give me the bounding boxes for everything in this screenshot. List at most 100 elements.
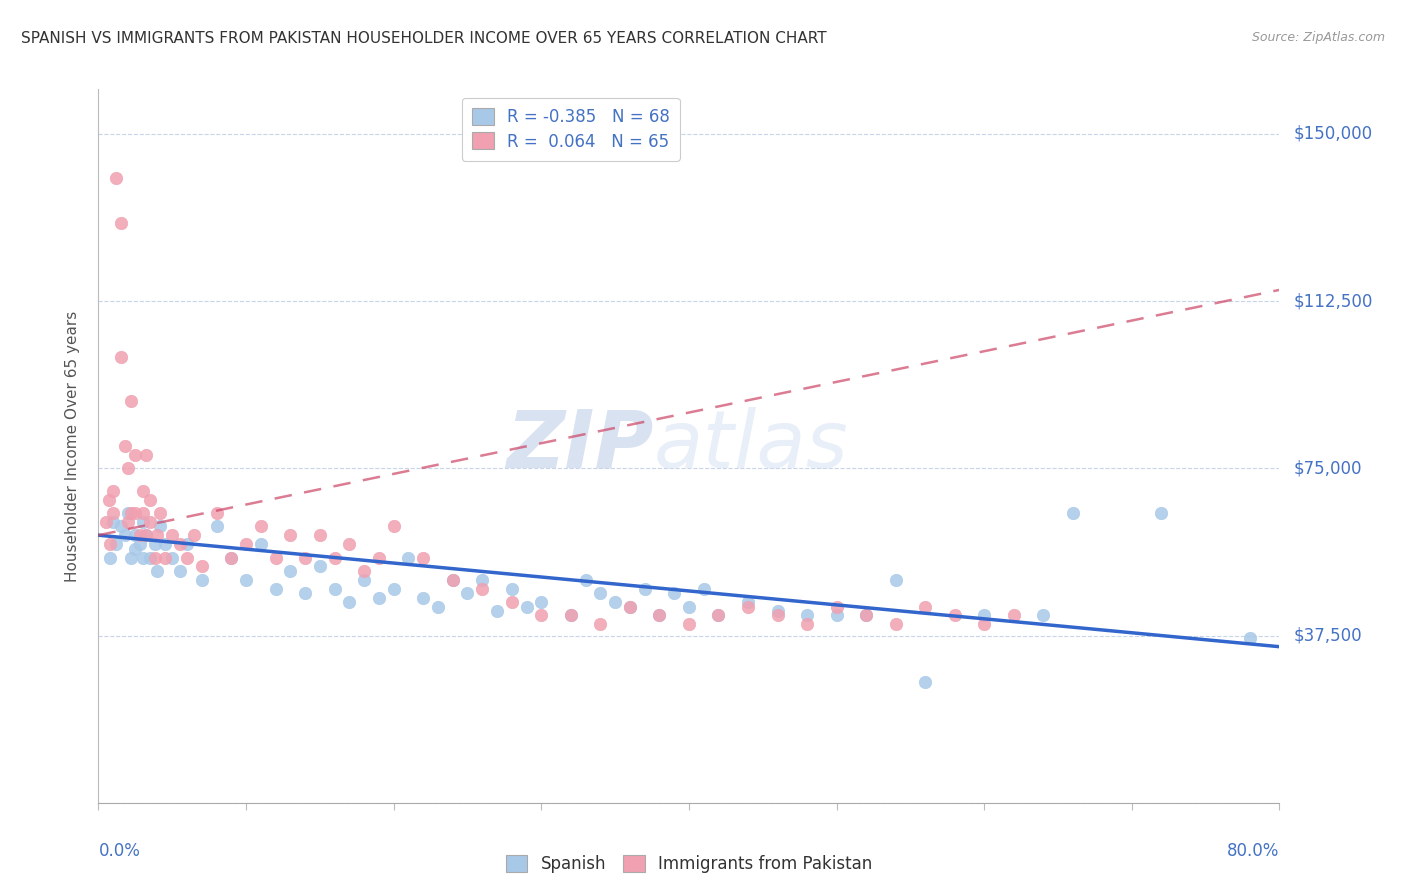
Point [114,439,136,453]
Point [1032,608,1054,623]
Point [796,608,818,623]
Point [124,448,146,462]
Point [396,550,419,565]
Point [124,528,146,542]
Point [353,573,375,587]
Point [176,550,198,565]
Point [973,617,995,632]
Point [412,591,434,605]
Point [560,608,582,623]
Point [337,595,360,609]
Point [766,608,789,623]
Point [914,599,936,614]
Point [146,564,169,578]
Point [169,537,191,551]
Point [337,537,360,551]
Point [1239,631,1261,645]
Point [132,550,155,565]
Point [250,537,273,551]
Point [560,608,582,623]
Point [737,595,759,609]
Point [105,171,128,186]
Text: ZIP: ZIP [506,407,654,485]
Point [796,617,818,632]
Point [120,394,142,409]
Point [219,550,243,565]
Point [486,604,509,618]
Point [825,599,848,614]
Point [135,448,157,462]
Point [153,537,176,551]
Point [530,608,553,623]
Point [235,537,257,551]
Point [183,528,205,542]
Point [678,599,700,614]
Point [648,608,671,623]
Point [855,608,877,623]
Text: 80.0%: 80.0% [1227,842,1279,860]
Point [648,608,671,623]
Point [574,573,596,587]
Point [619,599,641,614]
Point [368,591,391,605]
Point [368,550,391,565]
Text: SPANISH VS IMMIGRANTS FROM PAKISTAN HOUSEHOLDER INCOME OVER 65 YEARS CORRELATION: SPANISH VS IMMIGRANTS FROM PAKISTAN HOUS… [21,31,827,46]
Y-axis label: Householder Income Over 65 years: Householder Income Over 65 years [65,310,80,582]
Point [124,541,146,556]
Point [176,537,198,551]
Point [353,564,375,578]
Point [1150,506,1173,520]
Point [132,483,155,498]
Point [250,519,273,533]
Text: atlas: atlas [654,407,848,485]
Point [103,506,125,520]
Point [707,608,730,623]
Point [149,519,172,533]
Text: 0.0%: 0.0% [98,842,141,860]
Point [664,586,686,600]
Point [219,550,243,565]
Point [309,528,332,542]
Point [441,573,464,587]
Point [471,573,494,587]
Point [619,599,641,614]
Text: $150,000: $150,000 [1294,125,1372,143]
Point [117,506,139,520]
Point [456,586,478,600]
Point [98,537,121,551]
Point [162,550,183,565]
Text: $112,500: $112,500 [1294,292,1372,310]
Point [191,573,214,587]
Point [117,515,139,529]
Point [120,506,142,520]
Point [589,586,612,600]
Point [124,506,146,520]
Point [128,537,150,551]
Point [825,608,848,623]
Point [427,599,450,614]
Point [191,559,214,574]
Point [149,506,172,520]
Point [97,492,120,507]
Point [737,599,759,614]
Point [110,216,132,230]
Point [382,582,405,596]
Point [139,492,162,507]
Point [1002,608,1025,623]
Point [633,582,655,596]
Point [139,550,162,565]
Point [471,582,494,596]
Point [884,617,907,632]
Point [114,528,136,542]
Point [135,528,157,542]
Point [501,595,523,609]
Point [162,528,183,542]
Point [309,559,332,574]
Text: $75,000: $75,000 [1294,459,1362,477]
Text: Source: ZipAtlas.com: Source: ZipAtlas.com [1251,31,1385,45]
Point [707,608,730,623]
Point [766,604,789,618]
Point [205,506,228,520]
Point [132,515,155,529]
Point [501,582,523,596]
